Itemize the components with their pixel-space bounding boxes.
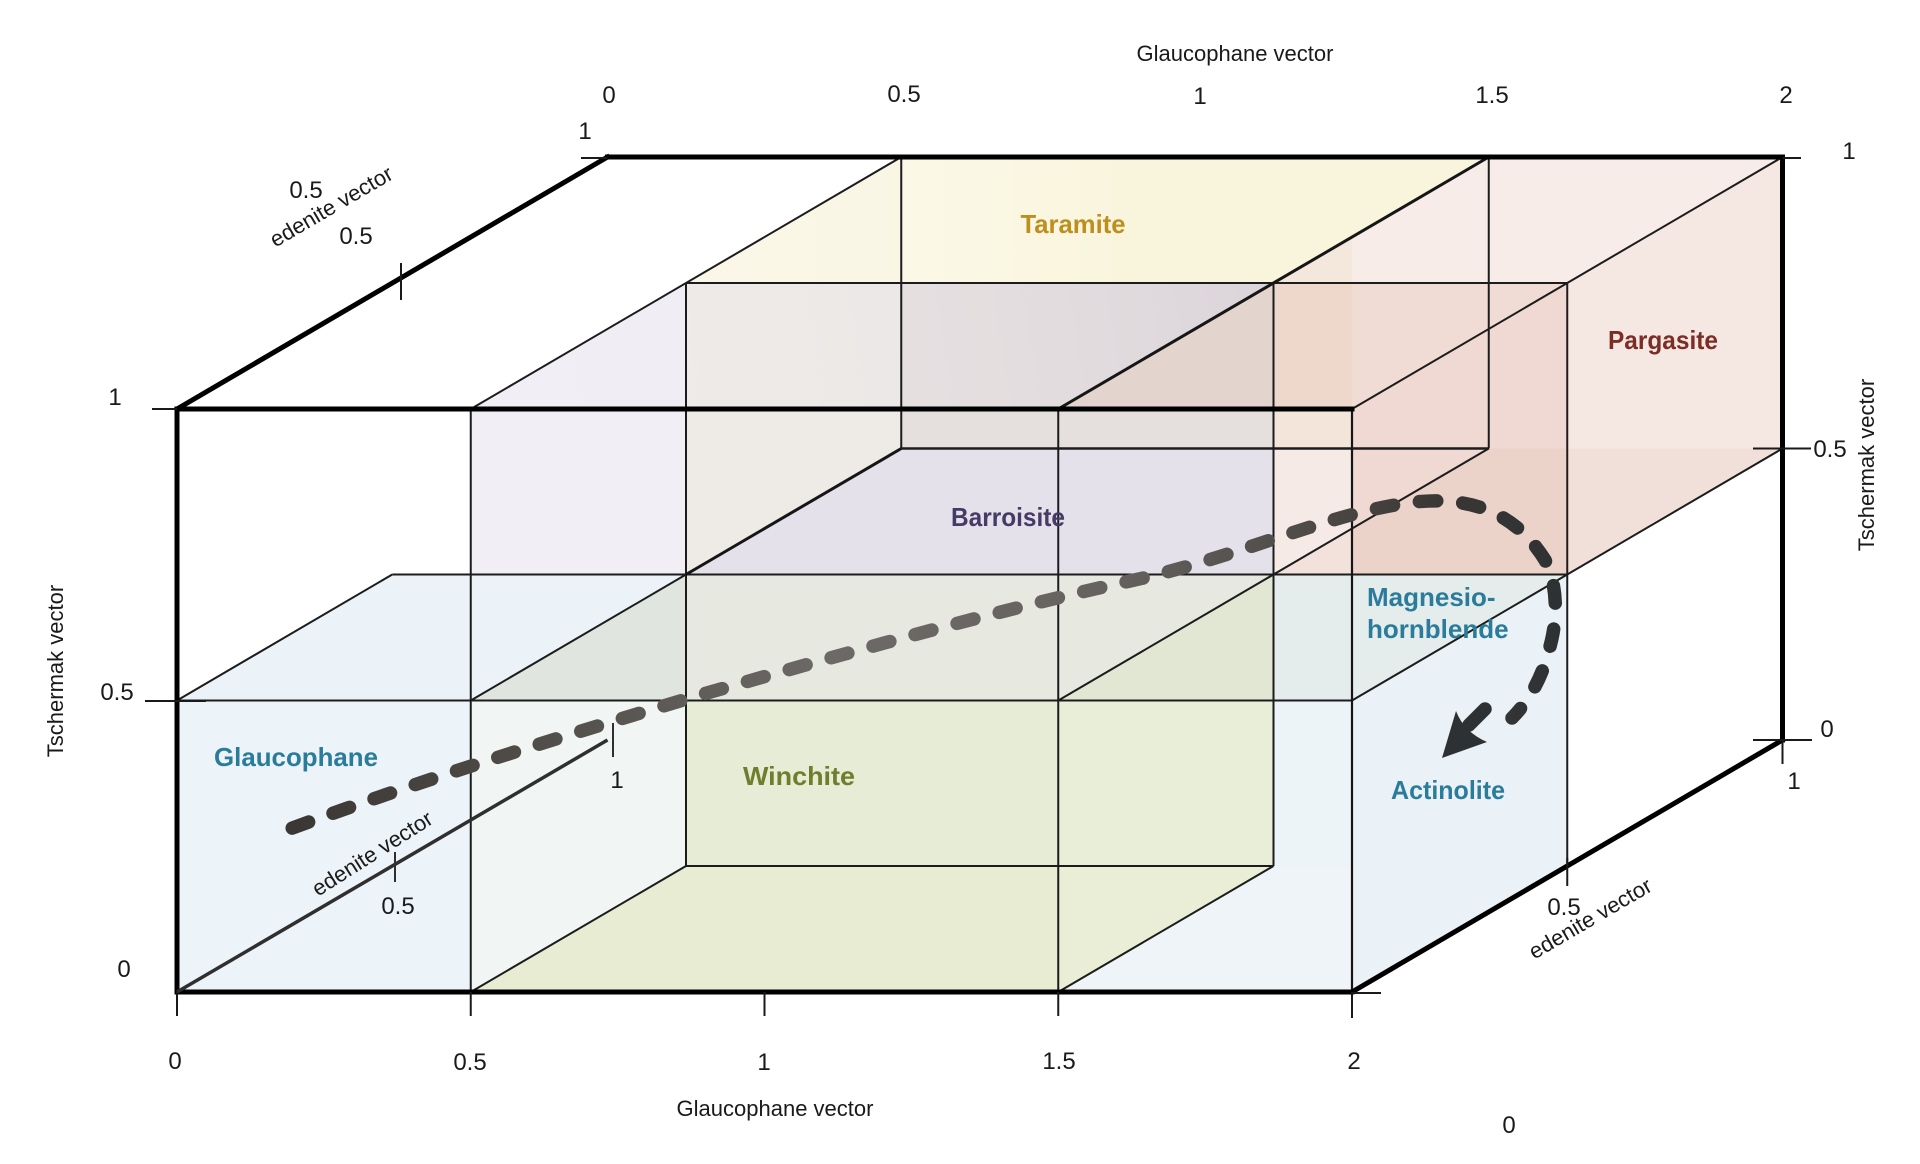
svg-text:2: 2 xyxy=(1347,1048,1360,1075)
svg-text:Magnesio-: Magnesio- xyxy=(1367,582,1496,612)
svg-text:Tschermak vector: Tschermak vector xyxy=(1854,379,1879,551)
svg-text:Winchite: Winchite xyxy=(743,761,855,791)
svg-text:1: 1 xyxy=(578,118,591,145)
svg-text:Actinolite: Actinolite xyxy=(1391,775,1505,805)
svg-text:hornblende: hornblende xyxy=(1367,614,1509,644)
svg-text:Glaucophane vector: Glaucophane vector xyxy=(677,1096,874,1121)
svg-text:0: 0 xyxy=(1820,716,1833,743)
svg-text:1.5: 1.5 xyxy=(1475,82,1508,109)
svg-text:0: 0 xyxy=(168,1048,181,1075)
svg-text:0: 0 xyxy=(1502,1112,1515,1139)
svg-text:0.5: 0.5 xyxy=(453,1049,486,1076)
svg-text:1: 1 xyxy=(108,384,121,411)
svg-text:0: 0 xyxy=(117,956,130,983)
svg-text:0.5: 0.5 xyxy=(1813,436,1846,463)
svg-text:0: 0 xyxy=(602,82,615,109)
svg-text:Barroisite: Barroisite xyxy=(951,502,1065,532)
svg-text:Glaucophane vector: Glaucophane vector xyxy=(1137,41,1334,66)
svg-text:0.5: 0.5 xyxy=(339,223,372,250)
svg-text:1: 1 xyxy=(757,1049,770,1076)
svg-text:0.5: 0.5 xyxy=(1547,894,1580,921)
svg-text:0.5: 0.5 xyxy=(887,81,920,108)
svg-text:1: 1 xyxy=(1787,768,1800,795)
svg-text:Taramite: Taramite xyxy=(1021,209,1126,239)
svg-text:1: 1 xyxy=(1193,83,1206,110)
svg-text:Glaucophane: Glaucophane xyxy=(214,742,378,772)
svg-text:Pargasite: Pargasite xyxy=(1608,325,1718,355)
svg-text:2: 2 xyxy=(1779,82,1792,109)
svg-text:1: 1 xyxy=(1842,138,1855,165)
svg-text:0.5: 0.5 xyxy=(289,177,322,204)
svg-text:1: 1 xyxy=(610,767,623,794)
svg-text:edenite vector: edenite vector xyxy=(265,161,397,252)
svg-text:Tschermak vector: Tschermak vector xyxy=(43,585,68,757)
svg-text:1.5: 1.5 xyxy=(1042,1048,1075,1075)
svg-text:0.5: 0.5 xyxy=(100,679,133,706)
svg-text:0.5: 0.5 xyxy=(381,893,414,920)
svg-text:edenite vector: edenite vector xyxy=(1524,873,1656,964)
